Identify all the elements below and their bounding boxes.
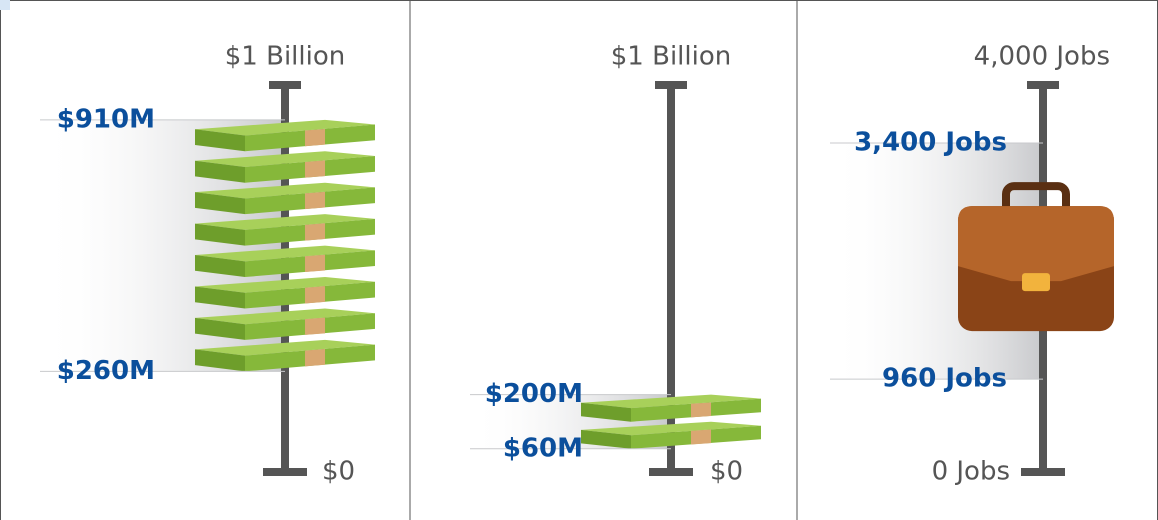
band-strap xyxy=(305,191,325,210)
value-label: $60M xyxy=(503,433,583,463)
bill-side xyxy=(195,349,245,372)
bill-side xyxy=(195,129,245,152)
value-label: $200M xyxy=(485,379,583,409)
clasp xyxy=(1022,273,1050,292)
bill-bundle xyxy=(581,394,761,409)
band-strap xyxy=(305,349,325,367)
value-label: $910M xyxy=(57,104,155,134)
bill-bundle xyxy=(195,339,375,356)
band-strap xyxy=(305,317,325,335)
tick-label: $1 Billion xyxy=(611,42,731,72)
bill-bundle xyxy=(195,182,375,199)
bill-side xyxy=(195,286,245,309)
briefcase xyxy=(958,182,1114,332)
value-label: 960 Jobs xyxy=(882,364,1007,394)
band-strap xyxy=(305,286,325,304)
bill-bundle xyxy=(195,308,375,325)
bill-bundle xyxy=(195,214,375,230)
value-label: $260M xyxy=(57,356,155,386)
tick-label: $1 Billion xyxy=(225,42,345,72)
bill-side xyxy=(195,255,245,278)
money-stack xyxy=(581,394,761,449)
bill-side xyxy=(195,160,245,183)
bill-side xyxy=(195,192,245,215)
band-strap xyxy=(305,254,325,273)
tick-label: $0 xyxy=(322,457,355,487)
band-strap xyxy=(691,402,711,418)
bill-side xyxy=(195,223,245,246)
value-label: 3,400 Jobs xyxy=(854,128,1007,158)
tick-label: 0 Jobs xyxy=(932,457,1010,487)
tick-label: $0 xyxy=(710,457,743,487)
band-strap xyxy=(305,160,325,178)
case-flap xyxy=(958,206,1114,282)
bill-bundle xyxy=(581,421,761,436)
bill-bundle xyxy=(195,277,375,293)
bill-bundle xyxy=(195,245,375,262)
band-strap xyxy=(305,128,325,147)
band-strap xyxy=(305,223,325,241)
corner xyxy=(0,0,10,10)
bill-side xyxy=(195,317,245,340)
bill-bundle xyxy=(195,151,375,167)
bill-bundle xyxy=(195,119,375,136)
tick-label: 4,000 Jobs xyxy=(974,42,1110,72)
bill-side xyxy=(581,429,631,449)
money-stack xyxy=(195,119,375,372)
band-strap xyxy=(691,429,711,445)
bill-side xyxy=(581,402,631,422)
